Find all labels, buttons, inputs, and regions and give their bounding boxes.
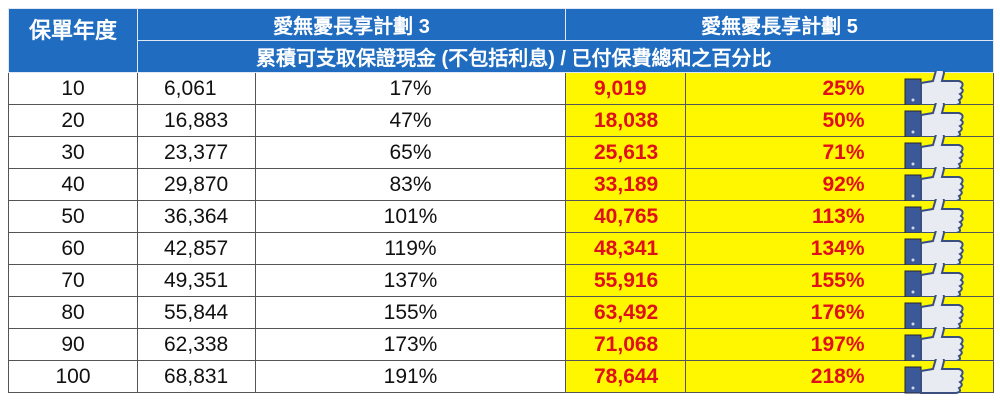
thumbs-up-icon (904, 135, 964, 170)
table-row: 10 6,061 17% 9,019 25% (8, 71, 994, 106)
plan5-pct-cell: 25% (685, 72, 881, 105)
thumbs-up-icon (904, 263, 964, 298)
plan5-cash-cell: 40,765 (565, 200, 686, 233)
table-row: 30 23,377 65% 25,613 71% (8, 135, 994, 170)
plan3-cash-cell: 6,061 (137, 72, 256, 105)
plan5-cash-cell: 71,068 (565, 328, 686, 361)
plan3-pct-cell: 17% (255, 72, 566, 105)
plan5-cash-cell: 63,492 (565, 296, 686, 329)
table-row: 40 29,870 83% 33,189 92% (8, 167, 994, 202)
plan5-cash-cell: 18,038 (565, 104, 686, 137)
year-cell: 90 (8, 328, 138, 361)
plan5-pct-cell: 155% (685, 264, 881, 297)
plan3-cash-cell: 29,870 (137, 168, 256, 201)
plan3-cash-cell: 36,364 (137, 200, 256, 233)
year-cell: 30 (8, 136, 138, 169)
plan3-pct-cell: 119% (255, 232, 566, 265)
year-cell: 100 (8, 360, 138, 393)
plan3-pct-cell: 65% (255, 136, 566, 169)
thumbs-up-icon (904, 295, 964, 330)
plan3-pct-cell: 47% (255, 104, 566, 137)
thumb-cell (880, 71, 994, 106)
year-cell: 70 (8, 264, 138, 297)
table-row: 100 68,831 191% 78,644 218% (8, 359, 994, 394)
year-cell: 20 (8, 104, 138, 137)
plan3-cash-cell: 68,831 (137, 360, 256, 393)
table-row: 80 55,844 155% 63,492 176% (8, 295, 994, 330)
thumbs-up-icon (904, 71, 964, 106)
plan3-pct-cell: 155% (255, 296, 566, 329)
plan5-header: 愛無憂長享計劃 5 (565, 8, 994, 41)
plan5-pct-cell: 134% (685, 232, 881, 265)
plan5-cash-cell: 78,644 (565, 360, 686, 393)
thumb-cell (880, 263, 994, 298)
thumb-cell (880, 359, 994, 394)
thumb-cell (880, 295, 994, 330)
year-header: 保單年度 (8, 8, 138, 73)
table-row: 90 62,338 173% 71,068 197% (8, 327, 994, 362)
thumb-cell (880, 327, 994, 362)
thumbs-up-icon (904, 167, 964, 202)
year-cell: 50 (8, 200, 138, 233)
plan5-cash-cell: 55,916 (565, 264, 686, 297)
thumbs-up-icon (904, 359, 964, 394)
year-cell: 80 (8, 296, 138, 329)
plan5-cash-cell: 33,189 (565, 168, 686, 201)
plan5-cash-cell: 9,019 (565, 72, 686, 105)
plan5-pct-cell: 71% (685, 136, 881, 169)
table-row: 70 49,351 137% 55,916 155% (8, 263, 994, 298)
plan3-cash-cell: 42,857 (137, 232, 256, 265)
header-row-2: 累積可支取保證現金 (不包括利息) / 已付保費總和之百分比 (9, 40, 994, 73)
subtitle-header: 累積可支取保證現金 (不包括利息) / 已付保費總和之百分比 (137, 40, 994, 73)
thumb-cell (880, 231, 994, 266)
thumb-cell (880, 135, 994, 170)
plan5-pct-cell: 92% (685, 168, 881, 201)
comparison-table-wrapper: 保單年度 愛無憂長享計劃 3 愛無憂長享計劃 5 累積可支取保證現金 (不包括利… (8, 8, 994, 394)
thumb-cell (880, 167, 994, 202)
plan5-pct-cell: 218% (685, 360, 881, 393)
table-row: 20 16,883 47% 18,038 50% (8, 103, 994, 138)
thumbs-up-icon (904, 327, 964, 362)
thumbs-up-icon (904, 103, 964, 138)
plan3-cash-cell: 62,338 (137, 328, 256, 361)
table-body: 10 6,061 17% 9,019 25% 20 16,883 47% 18,038 50% 30… (8, 71, 994, 394)
comparison-table: 保單年度 愛無憂長享計劃 3 愛無憂長享計劃 5 累積可支取保證現金 (不包括利… (8, 8, 994, 394)
thumb-cell (880, 103, 994, 138)
plan3-header: 愛無憂長享計劃 3 (137, 8, 566, 41)
plan3-cash-cell: 55,844 (137, 296, 256, 329)
thumbs-up-icon (904, 231, 964, 266)
header-row-1: 保單年度 愛無憂長享計劃 3 愛無憂長享計劃 5 (8, 8, 994, 73)
plan3-pct-cell: 137% (255, 264, 566, 297)
year-cell: 10 (8, 72, 138, 105)
plan5-cash-cell: 48,341 (565, 232, 686, 265)
plan3-pct-cell: 191% (255, 360, 566, 393)
thumb-cell (880, 199, 994, 234)
plan5-pct-cell: 113% (685, 200, 881, 233)
year-cell: 40 (8, 168, 138, 201)
plan3-cash-cell: 16,883 (137, 104, 256, 137)
year-cell: 60 (8, 232, 138, 265)
plan5-pct-cell: 176% (685, 296, 881, 329)
plan3-pct-cell: 83% (255, 168, 566, 201)
table-row: 50 36,364 101% 40,765 113% (8, 199, 994, 234)
plan3-cash-cell: 49,351 (137, 264, 256, 297)
plan3-pct-cell: 101% (255, 200, 566, 233)
plan5-pct-cell: 50% (685, 104, 881, 137)
table-row: 60 42,857 119% 48,341 134% (8, 231, 994, 266)
plan3-cash-cell: 23,377 (137, 136, 256, 169)
plan5-pct-cell: 197% (685, 328, 881, 361)
thumbs-up-icon (904, 199, 964, 234)
plan5-cash-cell: 25,613 (565, 136, 686, 169)
plan3-pct-cell: 173% (255, 328, 566, 361)
